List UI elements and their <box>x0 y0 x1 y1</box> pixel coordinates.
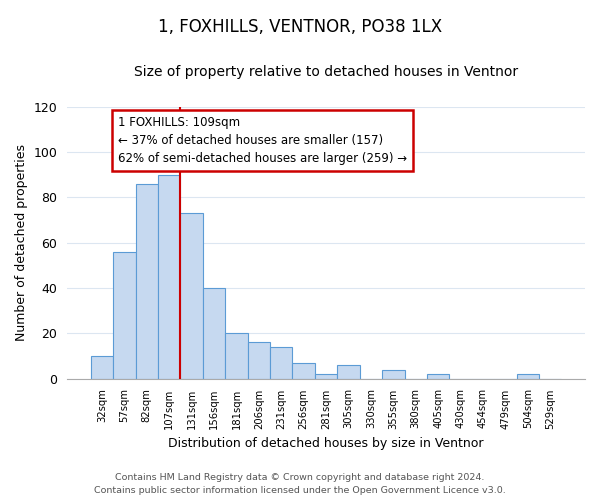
Bar <box>427 374 449 378</box>
Text: 1 FOXHILLS: 109sqm
← 37% of detached houses are smaller (157)
62% of semi-detach: 1 FOXHILLS: 109sqm ← 37% of detached hou… <box>118 116 407 164</box>
Bar <box>136 184 158 378</box>
Text: 1, FOXHILLS, VENTNOR, PO38 1LX: 1, FOXHILLS, VENTNOR, PO38 1LX <box>158 18 442 36</box>
Bar <box>225 333 248 378</box>
Bar <box>315 374 337 378</box>
Bar <box>337 365 360 378</box>
Bar <box>517 374 539 378</box>
X-axis label: Distribution of detached houses by size in Ventnor: Distribution of detached houses by size … <box>169 437 484 450</box>
Bar <box>270 347 292 378</box>
Bar <box>113 252 136 378</box>
Bar <box>203 288 225 378</box>
Title: Size of property relative to detached houses in Ventnor: Size of property relative to detached ho… <box>134 65 518 79</box>
Bar <box>248 342 270 378</box>
Bar <box>382 370 404 378</box>
Bar <box>91 356 113 378</box>
Bar <box>181 213 203 378</box>
Y-axis label: Number of detached properties: Number of detached properties <box>15 144 28 341</box>
Text: Contains HM Land Registry data © Crown copyright and database right 2024.
Contai: Contains HM Land Registry data © Crown c… <box>94 473 506 495</box>
Bar <box>158 174 181 378</box>
Bar <box>292 362 315 378</box>
